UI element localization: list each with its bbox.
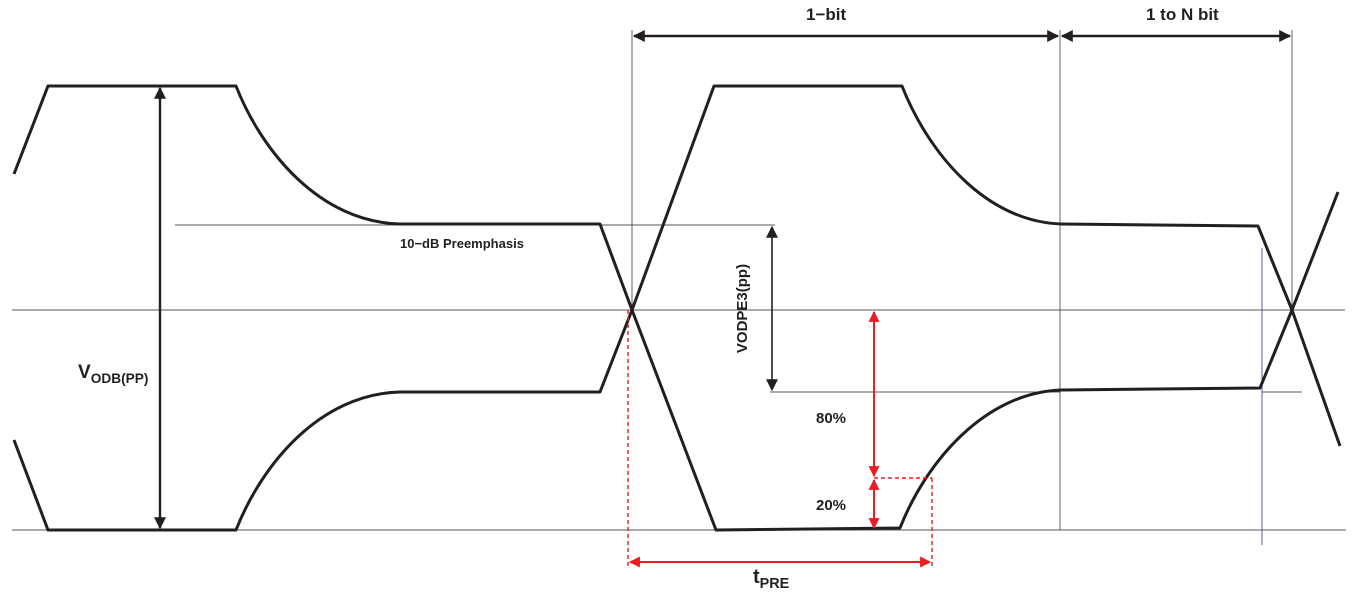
- vodb-label: VODB(PP): [78, 362, 148, 386]
- eighty-percent-label: 80%: [816, 410, 847, 427]
- vodb-label-main: V: [78, 362, 91, 383]
- one-bit-label: 1−bit: [806, 5, 847, 24]
- vodb-label-subscript: ODB(PP): [90, 370, 149, 386]
- one-to-n-bit-label: 1 to N bit: [1146, 5, 1219, 24]
- twenty-percent-label: 20%: [816, 497, 847, 514]
- tpre-label: tPRE: [753, 566, 789, 592]
- tpre-label-main: t: [753, 566, 760, 588]
- waveforms: [12, 84, 1342, 532]
- vodpe3-label: VODPE3(pp): [734, 263, 752, 354]
- timing-markers: [627, 310, 933, 568]
- dimension-arrows: [154, 30, 1292, 530]
- lower-waveform: [12, 308, 1342, 532]
- reference-lines: [12, 30, 1346, 531]
- upper-waveform: [12, 84, 1340, 312]
- tpre-label-subscript: PRE: [759, 576, 790, 592]
- preemphasis-label: 10−dB Preemphasis: [400, 236, 524, 251]
